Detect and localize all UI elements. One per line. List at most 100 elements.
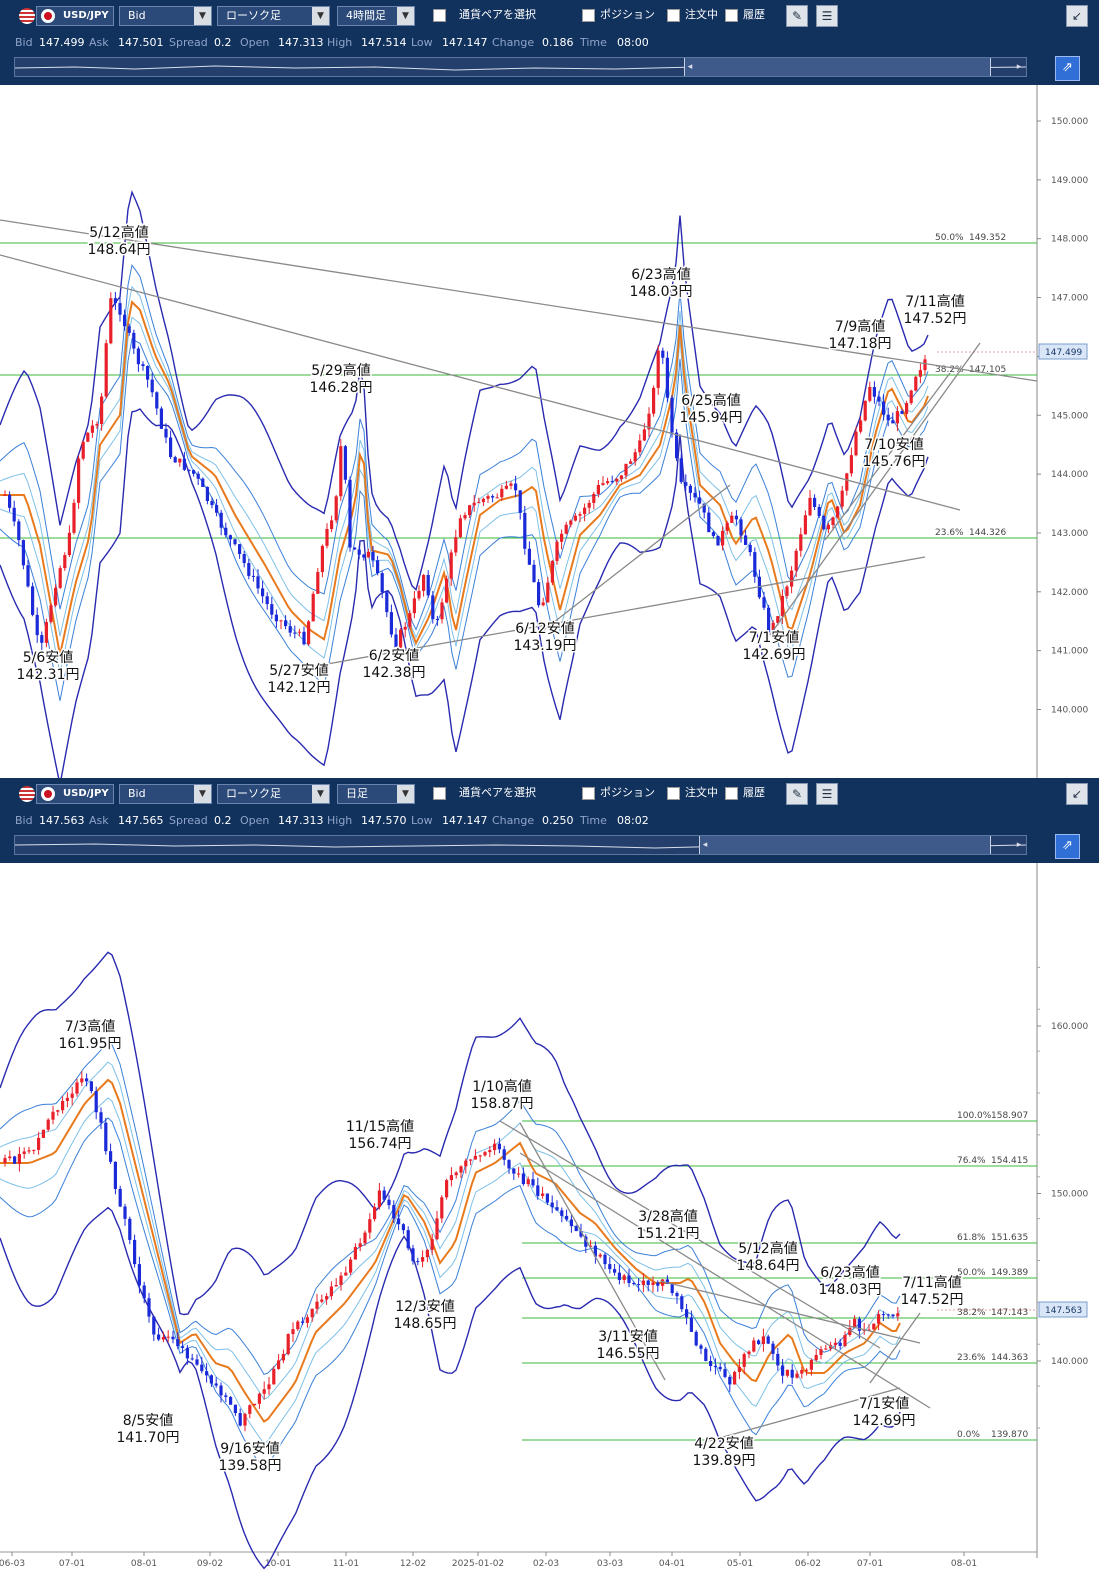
annotation-date: 5/6安値 — [23, 650, 74, 666]
orders-toggle[interactable]: 注文中 — [667, 784, 722, 804]
drawing-tool-icon[interactable]: ✎ — [786, 783, 808, 805]
timeframe-select[interactable]: 4時間足 ▼ — [337, 6, 415, 26]
history-toggle[interactable]: 履歴 — [725, 6, 775, 26]
arrow-left-icon[interactable]: ◂ — [687, 62, 693, 72]
chart-type-select[interactable]: ローソク足 ▼ — [217, 784, 330, 804]
annotation-price: 148.64円 — [737, 1258, 800, 1274]
timeframe-select[interactable]: 日足 ▼ — [337, 784, 415, 804]
candle-body — [790, 570, 794, 587]
candle-body — [262, 1389, 266, 1394]
candle-body — [526, 1179, 530, 1185]
y-tick-label: 143.000 — [1051, 529, 1088, 539]
candle-body — [468, 505, 472, 516]
settings-list-icon[interactable]: ☰ — [816, 783, 838, 805]
bollinger-band-upper — [0, 1061, 901, 1400]
candle-body — [527, 548, 531, 565]
candle-body — [215, 505, 219, 513]
arrow-right-icon[interactable]: ▸ — [1016, 62, 1022, 72]
price-type-select[interactable]: Bid ▼ — [119, 6, 212, 26]
checkbox[interactable] — [582, 8, 595, 22]
pair-selector[interactable]: USD/JPY — [19, 784, 114, 804]
history-toggle[interactable]: 履歴 — [725, 784, 775, 804]
candle-body — [373, 1207, 377, 1220]
candle-body — [21, 540, 25, 566]
trend-line — [659, 1280, 921, 1344]
candle-body — [709, 1360, 713, 1367]
checkbox[interactable] — [725, 786, 738, 800]
candle-body — [3, 494, 7, 496]
annotation-date: 6/23高値 — [820, 1264, 879, 1281]
chart-type-select[interactable]: ローソク足 ▼ — [217, 6, 330, 26]
candle-body — [86, 432, 90, 442]
fib-level-price: 139.870 — [991, 1430, 1028, 1440]
navigator-scrollbar[interactable]: ◂ ▸ — [14, 57, 1027, 77]
candle-body — [284, 620, 288, 627]
navigator-window[interactable] — [699, 836, 991, 854]
low-value: 147.147 — [442, 814, 488, 827]
checkbox[interactable] — [582, 786, 595, 800]
price-chart[interactable]: 160.000 150.000 140.000 06-03 07-01 08-01 09-0… — [0, 863, 1099, 1573]
annotation-price: 141.70円 — [117, 1430, 180, 1446]
select-pair-toggle[interactable]: 通貨ペアを選択 — [433, 6, 563, 26]
candle-body — [209, 1375, 213, 1384]
pair-selector[interactable]: USD/JPY — [19, 6, 114, 26]
candle-body — [845, 473, 849, 491]
candle-body — [723, 1369, 727, 1377]
candle-body — [334, 1284, 338, 1287]
orders-toggle[interactable]: 注文中 — [667, 6, 722, 26]
position-toggle[interactable]: ポジション — [582, 784, 662, 804]
candle-body — [776, 616, 780, 623]
candle-body — [109, 298, 113, 344]
price-chart[interactable]: 150.000149.000148.000147.000146.000145.0… — [0, 85, 1099, 778]
price-type-select[interactable]: Bid ▼ — [119, 784, 212, 804]
candle-body — [219, 512, 223, 528]
close-icon[interactable]: ↙ — [1066, 5, 1088, 27]
checkbox[interactable] — [667, 786, 680, 800]
navigator-scrollbar[interactable]: ◂ ▸ — [14, 835, 1027, 855]
candle-body — [80, 1078, 84, 1083]
bid-value: 147.563 — [39, 814, 85, 827]
settings-list-icon[interactable]: ☰ — [816, 5, 838, 27]
annotation-date: 6/25高値 — [681, 392, 740, 409]
candle-body — [698, 497, 702, 504]
navigator: ◂ ▸ ⇗ — [0, 53, 1099, 85]
close-icon[interactable]: ↙ — [1066, 783, 1088, 805]
bollinger-band-lower — [0, 316, 929, 675]
candle-body — [142, 1285, 146, 1299]
drawing-tool-icon[interactable]: ✎ — [786, 5, 808, 27]
fib-level-price: 151.635 — [991, 1233, 1028, 1243]
candle-body — [574, 1226, 578, 1232]
navigator-window[interactable] — [684, 58, 991, 76]
candle-body — [541, 1193, 545, 1196]
candle-body — [592, 493, 596, 503]
candle-body — [603, 1254, 607, 1265]
checkbox[interactable] — [667, 8, 680, 22]
checkbox[interactable] — [433, 786, 446, 800]
checkbox[interactable] — [725, 8, 738, 22]
chevron-down-icon: ▼ — [312, 785, 329, 803]
select-pair-toggle[interactable]: 通貨ペアを選択 — [433, 784, 563, 804]
fib-level-price: 147.143 — [991, 1308, 1028, 1318]
arrow-left-icon[interactable]: ◂ — [702, 840, 708, 850]
candle-body — [305, 1317, 309, 1323]
candle-body — [569, 520, 573, 525]
open-value: 147.313 — [278, 36, 324, 49]
candle-body — [40, 635, 44, 643]
candle-body — [224, 1395, 228, 1397]
moving-average-line — [0, 299, 929, 656]
annotation-price: 156.74円 — [349, 1136, 412, 1152]
candle-body — [896, 1313, 900, 1317]
candle-body — [210, 501, 214, 506]
annotation-price: 142.12円 — [268, 680, 331, 696]
candle-body — [302, 631, 306, 645]
candle-body — [790, 1369, 794, 1378]
checkbox[interactable] — [433, 8, 446, 22]
expand-icon[interactable]: ⇗ — [1055, 834, 1080, 859]
expand-icon[interactable]: ⇗ — [1055, 56, 1080, 81]
candle-body — [403, 626, 407, 630]
annotation-date: 12/3安値 — [395, 1299, 454, 1315]
x-tick-label: 07-01 — [59, 1559, 85, 1569]
position-toggle[interactable]: ポジション — [582, 6, 662, 26]
candle-body — [550, 560, 554, 583]
arrow-right-icon[interactable]: ▸ — [1016, 840, 1022, 850]
